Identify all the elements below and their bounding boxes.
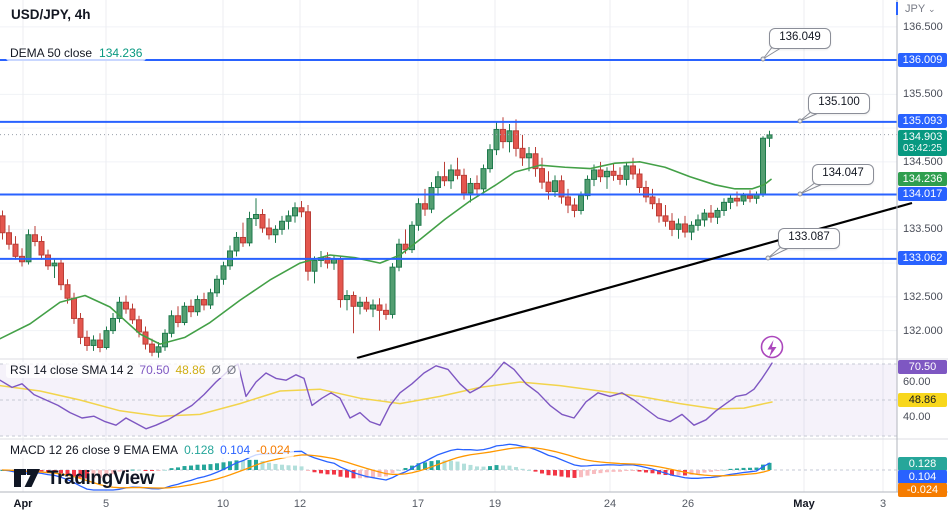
last-price-value: 134.903	[902, 130, 943, 143]
price-callout[interactable]: 133.087	[778, 228, 840, 249]
time-axis-tick[interactable]: 10	[216, 498, 230, 510]
price-axis-tick: 133.500	[903, 223, 943, 236]
price-callout[interactable]: 134.047	[812, 164, 874, 185]
tradingview-logo-text: TradingView	[47, 468, 155, 489]
rsi-indicator-label[interactable]: RSI 14 close SMA 14 2 70.50 48.86 Ø Ø	[6, 362, 241, 378]
rsi-sma-line	[0, 381, 773, 417]
indicator-value-chip: 70.50	[139, 363, 170, 377]
indicator-value-chip: 0.104	[220, 443, 251, 457]
price-line-badge[interactable]: 135.093	[898, 114, 947, 129]
rsi-axis-badge[interactable]: 48.86	[898, 392, 947, 407]
indicator-value-chip: 48.86	[175, 363, 206, 377]
dema-line	[0, 161, 772, 345]
grid	[0, 0, 897, 492]
flash-event-icon[interactable]	[760, 335, 784, 359]
price-axis-tick: 135.500	[903, 88, 943, 101]
price-axis-tick: 134.500	[903, 155, 943, 168]
macd-indicator-values: 0.128 0.104 -0.024	[178, 443, 290, 457]
macd-axis-badge[interactable]: -0.024	[898, 482, 947, 497]
rsi-indicator-title: RSI 14 close SMA 14 2	[10, 363, 134, 377]
chevron-down-icon: ⌄	[928, 4, 936, 14]
indicator-value-chip: Ø	[226, 363, 237, 377]
callout-anchor-dot	[765, 255, 771, 261]
currency-text: JPY	[905, 3, 925, 15]
price-callout[interactable]: 135.100	[808, 93, 870, 114]
time-axis-tick[interactable]: 26	[681, 498, 695, 510]
price-line-badge[interactable]: 133.062	[898, 251, 947, 266]
time-axis-tick[interactable]: 17	[411, 498, 425, 510]
rsi-axis-tick: 40.00	[903, 411, 931, 423]
price-axis-tick: 136.500	[903, 20, 943, 33]
candlestick-series	[0, 117, 773, 358]
price-callout[interactable]: 136.049	[769, 28, 831, 49]
last-price-badge[interactable]: 134.903 03:42:25	[898, 129, 947, 156]
price-axis-currency-dropdown[interactable]: JPY ⌄	[905, 3, 936, 15]
symbol-title[interactable]: USD/JPY, 4h	[11, 7, 91, 22]
callout-anchor-dot	[797, 118, 803, 124]
price-axis-tick: 132.000	[903, 324, 943, 337]
macd-indicator-label[interactable]: MACD 12 26 close 9 EMA EMA 0.128 0.104 -0.0…	[6, 442, 295, 458]
rsi-axis-tick: 60.00	[903, 376, 931, 388]
time-axis-tick[interactable]: 5	[102, 498, 110, 510]
time-axis-tick[interactable]: May	[793, 498, 815, 510]
dema-indicator-title: DEMA 50 close	[10, 46, 93, 60]
time-axis-tick[interactable]: 19	[488, 498, 502, 510]
rsi-indicator-values: 70.50 48.86 Ø Ø	[133, 363, 236, 377]
dema-indicator-value: 134.236	[99, 46, 143, 60]
indicator-value-chip: -0.024	[256, 443, 291, 457]
rsi-axis-badge[interactable]: 70.50	[898, 359, 947, 374]
trendline[interactable]	[356, 201, 913, 360]
horizontal-level-lines[interactable]	[0, 59, 897, 260]
time-axis-tick[interactable]: 12	[293, 498, 307, 510]
callout-anchor-dot	[760, 56, 766, 62]
bar-countdown: 03:42:25	[903, 142, 942, 154]
price-axis-tick: 132.500	[903, 290, 943, 303]
dema-indicator-label[interactable]: DEMA 50 close 134.236	[6, 45, 147, 61]
macd-signal-line	[1, 446, 771, 489]
indicator-value-chip: Ø	[211, 363, 221, 377]
macd-axis-badge[interactable]: 0.104	[898, 469, 947, 484]
price-line-badge[interactable]: 134.017	[898, 186, 947, 201]
price-line-badge[interactable]: 136.009	[898, 52, 947, 67]
macd-axis-badge[interactable]: 0.128	[898, 456, 947, 471]
time-axis-tick[interactable]: 24	[603, 498, 617, 510]
tradingview-watermark[interactable]: TradingView	[14, 467, 155, 491]
price-line-badge[interactable]: 134.236	[898, 172, 947, 187]
axis-highlight-tick	[896, 2, 898, 15]
callout-anchor-dot	[797, 191, 803, 197]
time-axis-tick[interactable]: Apr	[13, 498, 33, 510]
macd-indicator-title: MACD 12 26 close 9 EMA EMA	[10, 443, 179, 457]
tradingview-logo-icon	[14, 469, 40, 487]
indicator-value-chip: 0.128	[184, 443, 215, 457]
time-axis-tick[interactable]: 3	[879, 498, 887, 510]
rsi-line	[0, 361, 773, 430]
